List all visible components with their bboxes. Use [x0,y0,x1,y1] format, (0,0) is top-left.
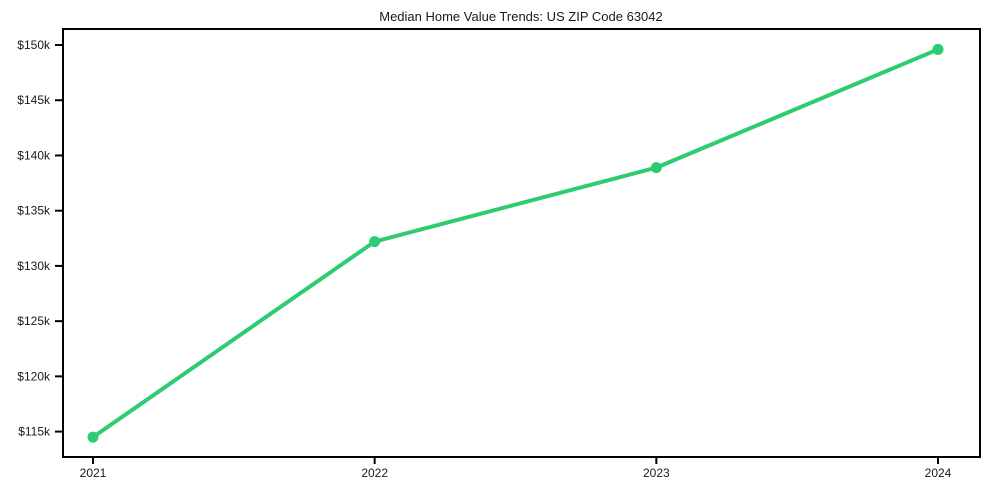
y-axis-tick-label: $145k [17,93,51,107]
series-layer [87,43,944,443]
trend-line [91,47,940,440]
x-axis-tick-label: 2024 [925,466,952,480]
x-axis-tick-label: 2021 [80,466,107,480]
y-axis-tick-label: $140k [17,148,51,162]
data-point-2022 [369,236,381,248]
axes: $115k $120k $125k $130k $135k $140k $145k $150k… [17,28,981,480]
chart-title: Median Home Value Trends: US ZIP Code 63… [379,9,663,24]
plot-frame [62,28,981,458]
y-axis-tick-label: $150k [17,38,51,52]
x-axis-tick-label: 2023 [643,466,670,480]
data-point-2024 [932,43,944,55]
data-point-2021 [87,431,99,443]
y-axis-tick-label: $115k [18,425,51,439]
x-axis-tick-label: 2022 [361,466,388,480]
y-axis-tick-label: $130k [17,259,51,273]
y-axis-tick-label: $125k [17,314,51,328]
data-point-2023 [650,162,662,174]
y-axis-tick-label: $120k [17,369,51,383]
y-axis-tick-label: $135k [17,204,51,218]
